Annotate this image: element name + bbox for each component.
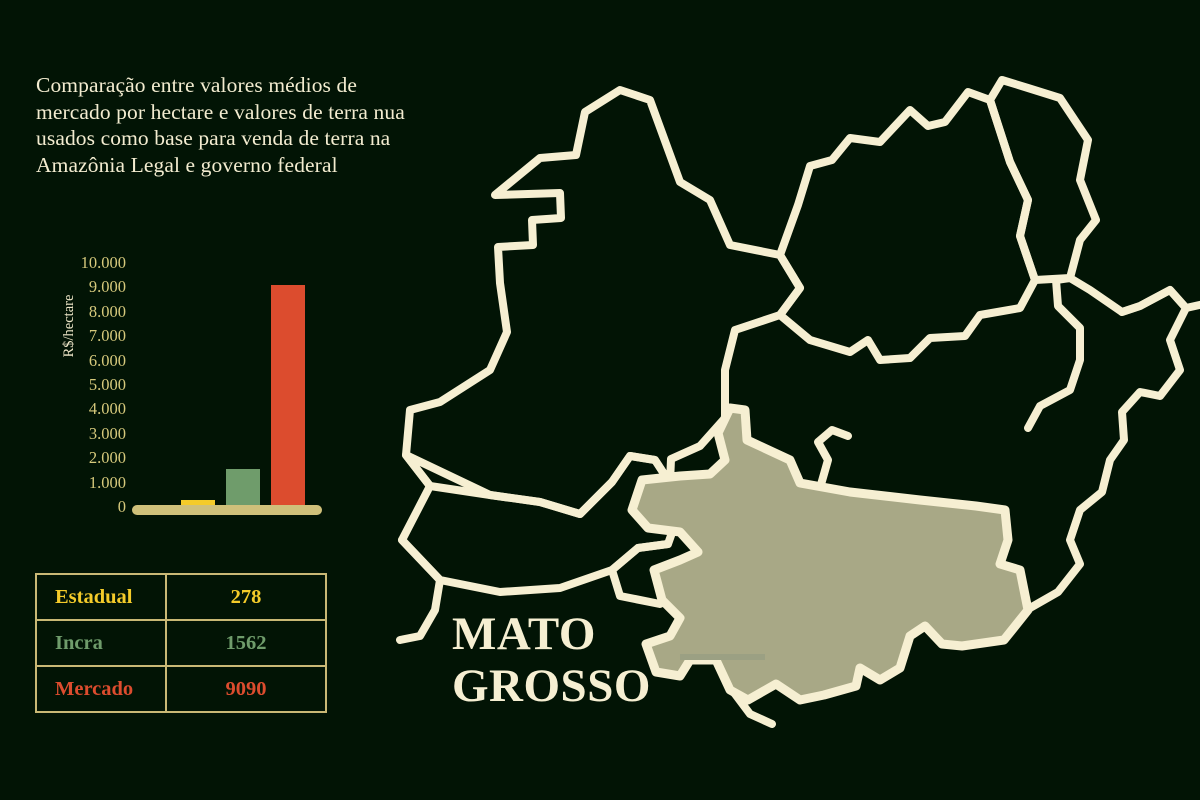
chart-y-tick: 5.000 (88, 375, 126, 394)
chart-y-tick: 2.000 (88, 448, 126, 468)
table-cell-value: 278 (165, 573, 327, 621)
state-border-maranhao (1118, 286, 1200, 316)
table-cell-label: Estadual (35, 573, 167, 621)
chart-bar-estadual[interactable] (181, 500, 215, 507)
values-table-body: Estadual 278 Incra 1562 Mercado 9090 (35, 573, 327, 713)
state-label-line2: GROSSO (452, 660, 651, 712)
state-label-leader-line (680, 654, 765, 660)
map-svg (396, 76, 1200, 728)
page-title: Comparação entre valores médios de merca… (36, 73, 405, 177)
chart-y-tick: 10.000 (80, 253, 126, 272)
table-row: Incra 1562 (35, 619, 327, 667)
chart-plot-area (138, 263, 316, 507)
values-table: Estadual 278 Incra 1562 Mercado 9090 (35, 573, 327, 713)
brazil-legal-amazon-map (380, 40, 1200, 730)
chart-y-tick: 4.000 (88, 399, 126, 419)
chart-y-tick: 1.000 (88, 472, 126, 492)
chart-y-tick: 7.000 (88, 326, 126, 346)
table-cell-label: Mercado (35, 665, 167, 713)
chart-baseline (132, 505, 322, 515)
bar-chart: R$/hectare 10.000 9.000 8.000 7.000 6.000 5.0… (28, 253, 328, 523)
table-cell-value: 9090 (165, 665, 327, 713)
state-label: MATO GROSSO (452, 608, 702, 712)
chart-bar-mercado[interactable] (271, 285, 305, 507)
state-mato-grosso-fill (627, 403, 1033, 705)
table-row: Estadual 278 (35, 573, 327, 621)
chart-y-tick: 0 (117, 497, 126, 516)
state-border-acre (396, 536, 444, 644)
chart-y-tick: 3.000 (88, 423, 126, 443)
state-mato-grosso[interactable] (627, 403, 1033, 705)
chart-y-axis-ticks: 10.000 9.000 8.000 7.000 6.000 5.000 4.000 3.00… (60, 253, 126, 516)
chart-y-tick: 6.000 (88, 350, 126, 370)
table-row: Mercado 9090 (35, 665, 327, 713)
table-cell-value: 1562 (165, 619, 327, 667)
state-label-line1: MATO (452, 608, 596, 660)
table-cell-label: Incra (35, 619, 167, 667)
chart-y-tick: 8.000 (88, 301, 126, 321)
chart-bar-incra[interactable] (226, 468, 260, 507)
state-border-amapa (986, 76, 1100, 284)
chart-y-tick: 9.000 (88, 277, 126, 297)
